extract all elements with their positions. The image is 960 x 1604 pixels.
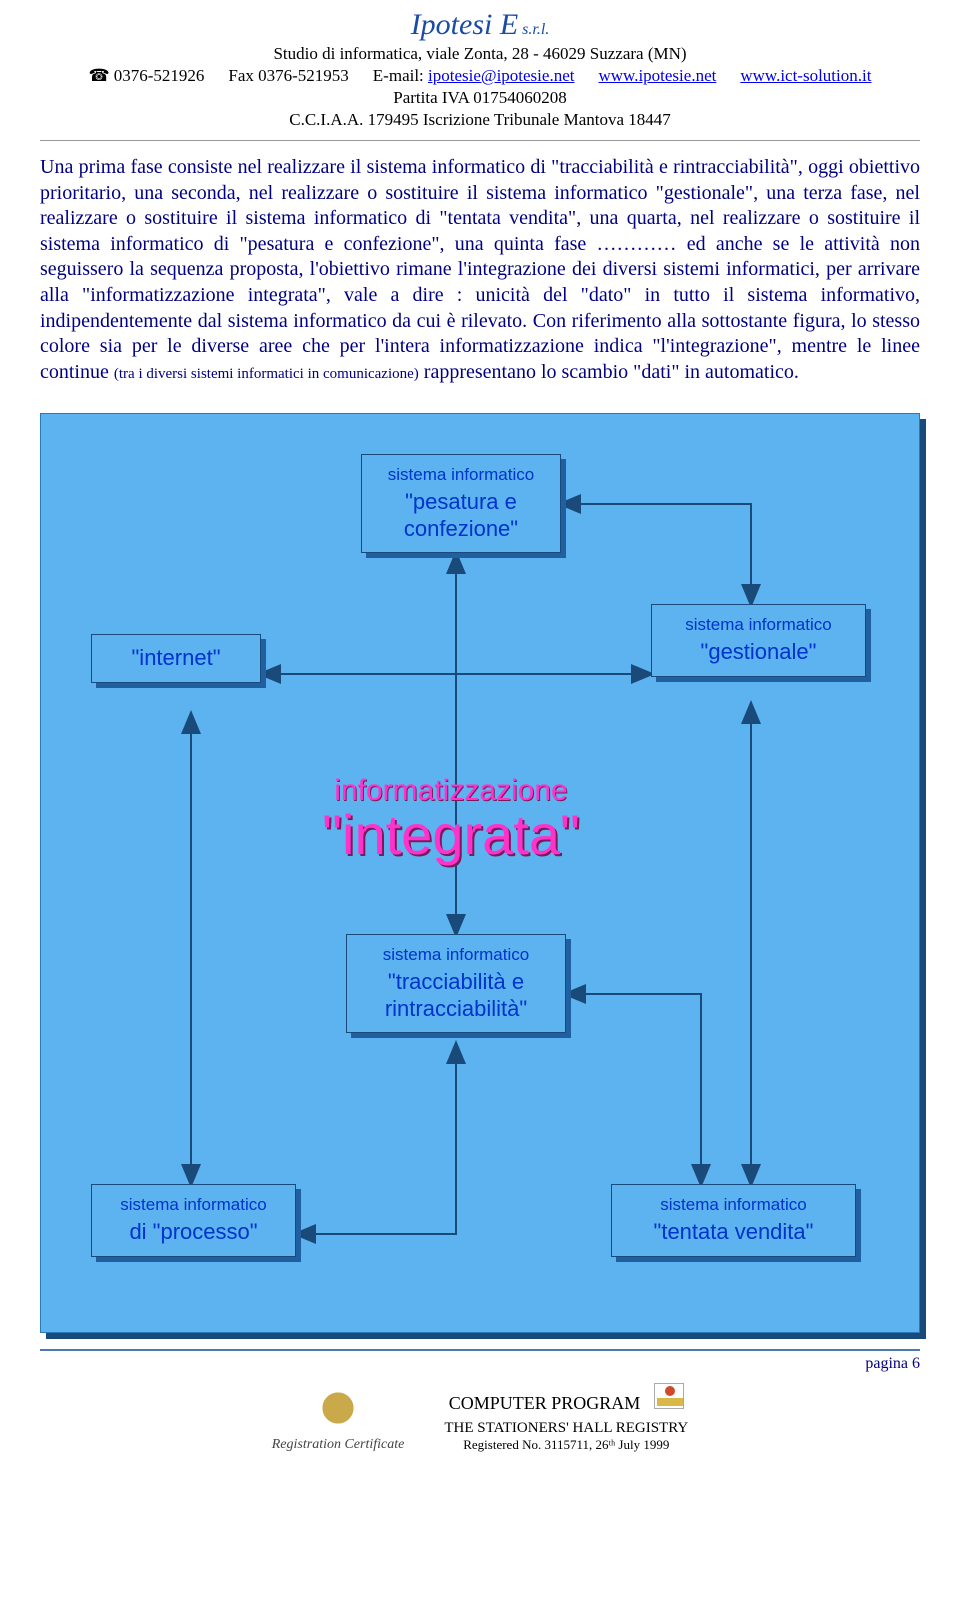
center-label: informatizzazione "integrata" [266,774,636,867]
document-header: Ipotesi E s.r.l. Studio di informatica, … [0,0,960,134]
node-tentata: sistema informatico "tentata vendita" [611,1184,856,1256]
footer-center: COMPUTER PROGRAM THE STATIONERS' HALL RE… [444,1383,688,1453]
contact-line: 0376-521926 Fax 0376-521953 E-mail: ipot… [40,66,920,86]
node-pesatura: sistema informatico "pesatura e confezio… [361,454,561,553]
node-internet: "internet" [91,634,261,682]
address: Studio di informatica, viale Zonta, 28 -… [40,44,920,64]
piva: Partita IVA 01754060208 [40,88,920,108]
footer: Registration Certificate COMPUTER PROGRA… [0,1383,960,1453]
cciaa: C.C.I.A.A. 179495 Iscrizione Tribunale M… [40,110,920,130]
header-divider [40,140,920,141]
www1-link[interactable]: www.ipotesie.net [598,66,716,86]
diagram: sistema informatico "pesatura e confezio… [40,413,920,1333]
node-processo: sistema informatico di "processo" [91,1184,296,1256]
company-name: Ipotesi E s.r.l. [40,8,920,42]
footer-icon [654,1383,684,1409]
diagram-container: sistema informatico "pesatura e confezio… [40,413,920,1333]
page-number: pagina 6 [0,1355,960,1373]
www2-link[interactable]: www.ict-solution.it [740,66,871,86]
email-block: E-mail: ipotesie@ipotesie.net [373,66,575,86]
footer-left: Registration Certificate [272,1384,405,1453]
footer-divider [40,1349,920,1351]
node-gestionale: sistema informatico "gestionale" [651,604,866,676]
email-link[interactable]: ipotesie@ipotesie.net [428,66,574,85]
crest-icon [308,1384,368,1432]
body-paragraph: Una prima fase consiste nel realizzare i… [0,155,960,385]
phone: 0376-521926 [89,66,205,86]
fax: Fax 0376-521953 [228,66,348,86]
node-tracciabilita: sistema informatico "tracciabilità e rin… [346,934,566,1033]
